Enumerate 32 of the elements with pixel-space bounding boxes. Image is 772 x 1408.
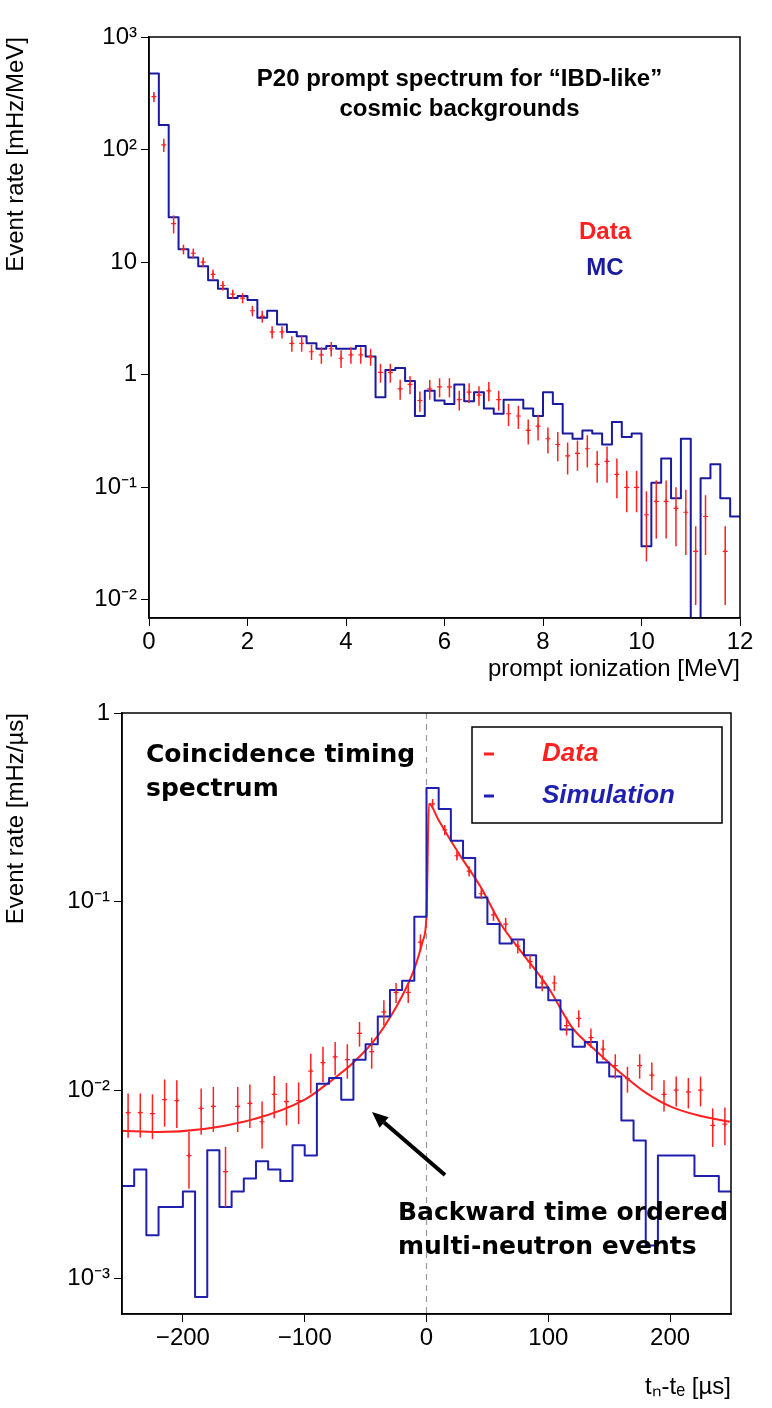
x-tick-label: 8 xyxy=(536,626,550,654)
x-tick-label: 12 xyxy=(726,626,754,654)
x-axis-title: prompt ionization [MeV] xyxy=(487,654,740,682)
y-tick-label: 10⁻¹ xyxy=(67,886,111,914)
x-tick-label: −100 xyxy=(277,1322,332,1350)
legend-label: Data xyxy=(542,737,599,768)
x-axis-title: tₙ-tₑ [µs] xyxy=(644,1372,731,1400)
text: P20 prompt spectrum for “IBD-like” cosmic backgrounds xyxy=(256,63,663,121)
x-tick-label: 0 xyxy=(142,626,156,654)
text: MC xyxy=(586,252,624,280)
x-tick-label: 2 xyxy=(240,626,255,654)
x-tick-label: 0 xyxy=(419,1322,434,1350)
y-tick-label: 10³ xyxy=(102,21,138,49)
y-tick-label: 10⁻¹ xyxy=(94,471,138,499)
x-tick-label: −200 xyxy=(155,1322,210,1350)
legend-label: Simulation xyxy=(542,779,675,810)
y-axis-title: Event rate [mHz/MeV] xyxy=(1,37,29,272)
x-tick-label: 200 xyxy=(650,1322,691,1350)
x-tick-label: 4 xyxy=(339,626,353,654)
y-tick-label: 1 xyxy=(123,359,137,387)
y-tick-label: 10⁻² xyxy=(67,1074,111,1102)
text: Data xyxy=(578,216,632,244)
y-tick-label: 10⁻² xyxy=(94,584,138,612)
x-tick-label: 10 xyxy=(628,626,655,654)
y-tick-label: 1 xyxy=(96,697,110,725)
annotation: Coincidence timing spectrum xyxy=(146,739,416,802)
x-tick-label: 6 xyxy=(437,626,452,654)
y-tick-label: 10 xyxy=(110,246,137,274)
y-tick-label: 10² xyxy=(102,134,138,162)
x-tick-label: 100 xyxy=(528,1322,569,1350)
y-tick-label: 10⁻³ xyxy=(67,1263,111,1291)
y-axis-title: Event rate [mHz/µs] xyxy=(1,713,29,925)
